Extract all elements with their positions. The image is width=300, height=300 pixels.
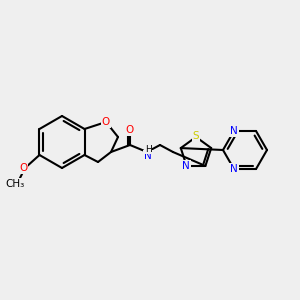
Text: CH₃: CH₃ bbox=[5, 179, 25, 189]
Text: N: N bbox=[182, 161, 190, 171]
Text: O: O bbox=[19, 163, 27, 173]
Text: N: N bbox=[144, 151, 152, 161]
Text: O: O bbox=[102, 117, 110, 127]
Text: H: H bbox=[145, 145, 152, 154]
Text: N: N bbox=[230, 126, 238, 136]
Text: O: O bbox=[126, 125, 134, 135]
Text: N: N bbox=[230, 164, 238, 174]
Text: S: S bbox=[193, 131, 199, 141]
